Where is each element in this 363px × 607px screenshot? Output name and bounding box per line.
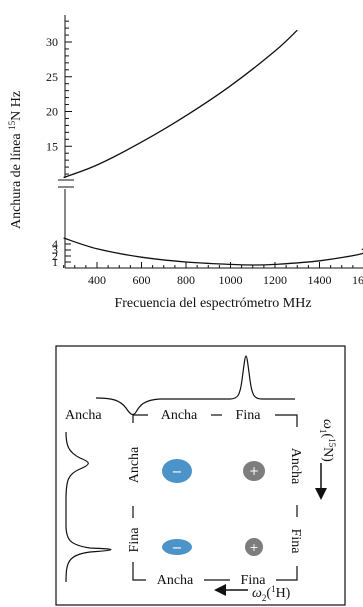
x-tick-label: 1600 (352, 273, 363, 287)
x-tick-label: 1200 (263, 273, 287, 287)
omega1-arrow-head (315, 488, 327, 500)
box-bottom-right-corner (276, 566, 298, 581)
diagram-frame (55, 345, 346, 606)
y-tick-label: 4 (52, 237, 58, 251)
x-tick-label: 800 (177, 273, 195, 287)
axis-ticks (63, 20, 354, 268)
series-line-upper (63, 29, 298, 179)
y-tick-label: 25 (46, 70, 58, 84)
y-axis-label: Anchura de línea 15N Hz (7, 91, 24, 229)
box-top-right-corner (275, 414, 298, 427)
y-tick-label: 1 (52, 255, 58, 269)
left-projection-spectrum (65, 431, 112, 583)
left-side-label-narrow: Fina (127, 527, 142, 553)
peak-narrow-broad (243, 461, 265, 481)
x-tick-label: 1400 (308, 273, 332, 287)
peak-broad-narrow (162, 539, 192, 555)
box-bottom-left-corner (132, 562, 146, 581)
y-tick-label: 30 (46, 35, 58, 49)
top-label-narrow: Fina (236, 408, 262, 423)
y-tick-label: 15 (46, 139, 58, 153)
box-top-left-corner (132, 414, 148, 423)
series-line-lower (63, 237, 363, 266)
right-side-label-narrow: Fina (288, 529, 303, 555)
x-tick-label: 400 (88, 273, 106, 287)
bottom-label-narrow: Fina (241, 573, 267, 588)
x-tick-label: 1000 (219, 273, 243, 287)
peak-narrow-narrow (245, 538, 263, 556)
bottom-label-broad: Ancha (157, 573, 194, 588)
top-projection-spectrum (95, 355, 295, 416)
left-projection-label: Ancha (65, 408, 102, 423)
x-tick-label: 600 (133, 273, 151, 287)
omega2-label: ω2(1H) (252, 584, 291, 603)
top-label-broad: Ancha (161, 408, 198, 423)
y-tick-label: 2 (52, 249, 58, 263)
omega2-arrow-head (214, 584, 226, 596)
left-side-label-broad: Ancha (127, 446, 142, 483)
peak-narrow-broad-sign: + (249, 464, 259, 478)
x-axis-label: Frecuencia del espectrómetro MHz (114, 296, 311, 311)
y-tick-label: 20 (46, 105, 58, 119)
right-side-label-broad: Ancha (288, 448, 303, 485)
spectrum-diagram: Ancha Ancha Fina Ancha Fina Ancha Fina A… (55, 345, 346, 606)
omega1-label: ω1(15N) (318, 419, 337, 462)
peak-broad-narrow-sign: − (172, 541, 183, 556)
peak-narrow-narrow-sign: + (249, 541, 258, 554)
series-group (63, 29, 363, 266)
peak-broad-broad (162, 459, 192, 483)
y-tick-label: 3 (52, 243, 58, 257)
peak-broad-broad-sign: − (172, 465, 183, 480)
